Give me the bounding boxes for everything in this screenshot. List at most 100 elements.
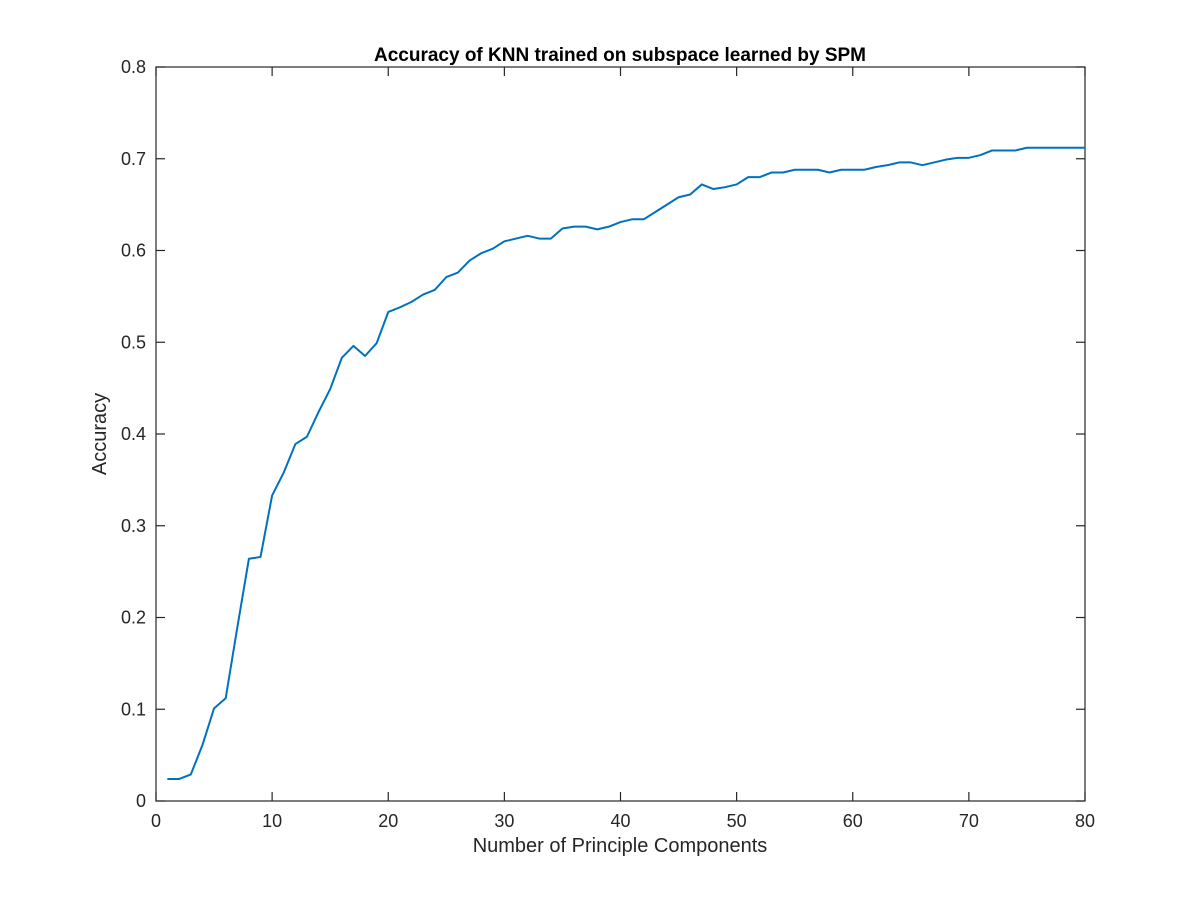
data-point [213,707,215,709]
data-point [991,149,993,152]
data-point [921,164,924,166]
x-tick-label: 80 [1075,811,1095,831]
data-point [770,171,773,174]
data-point [225,697,227,699]
data-point [956,157,958,159]
data-point [434,289,436,291]
data-point [387,311,389,313]
data-point [863,169,865,171]
data-point [445,276,447,278]
data-point [1061,147,1063,149]
data-point [503,240,505,242]
data-point [515,237,517,240]
data-point [898,161,900,164]
data-point [573,226,575,228]
data-point [306,436,308,438]
x-tick-label: 20 [378,811,398,831]
data-point [689,193,691,196]
data-point [619,221,622,223]
data-point [724,186,726,188]
x-tick-label: 60 [843,811,863,831]
data-point [364,355,366,357]
y-tick-label: 0 [136,791,146,811]
data-point [979,154,982,156]
data-point [968,157,970,159]
data-point [283,471,285,474]
data-point [666,204,668,206]
data-point [1037,147,1040,149]
data-point [236,626,238,629]
data-point [654,211,656,213]
data-point [828,171,831,174]
data-point [190,773,192,775]
data-point [248,558,250,560]
data-point [910,161,912,164]
data-point [352,345,355,347]
data-point [596,228,598,230]
x-tick-label: 50 [727,811,747,831]
data-point [677,196,680,198]
data-point [410,301,413,303]
data-point [875,166,877,168]
series-line [167,146,1085,780]
x-tick-label: 40 [610,811,630,831]
x-tick-label: 70 [959,811,979,831]
data-point [492,248,494,250]
data-point [201,744,204,746]
data-point [341,357,343,359]
data-point [817,169,819,171]
data-point [747,176,749,178]
data-point [271,494,273,497]
data-point [376,342,378,344]
data-point [259,556,262,558]
y-tick-label: 0.3 [121,516,146,536]
data-point [1072,147,1074,149]
y-tick-label: 0.7 [121,149,146,169]
data-point [1084,147,1086,149]
data-point [585,226,587,228]
data-point [329,388,331,390]
data-point [167,778,169,780]
data-point [608,226,610,228]
data-point [840,169,842,171]
data-point [701,183,703,186]
data-point [945,159,947,161]
data-point [631,218,633,220]
data-point [527,235,529,237]
y-tick-label: 0.8 [121,57,146,77]
y-axis-label: Accuracy [89,393,111,475]
chart-title: Accuracy of KNN trained on subspace lear… [374,45,866,66]
x-tick-label: 10 [262,811,282,831]
data-point [933,161,935,164]
y-tick-label: 0.1 [121,699,146,719]
x-tick-label: 30 [494,811,514,831]
data-point [457,271,459,274]
data-point [480,252,482,254]
data-point [794,169,796,171]
y-tick-label: 0.5 [121,332,146,352]
data-point [178,778,180,780]
data-point [643,218,645,220]
x-tick-label: 0 [151,811,161,831]
data-point [294,443,296,445]
data-point [736,183,738,186]
data-point [712,188,715,190]
data-point [886,164,889,166]
data-point [468,259,471,262]
data-point [852,169,854,171]
data-point [759,176,761,178]
data-point [782,171,784,174]
y-axis-ticks: 0 0.1 0.2 0.3 0.4 0.5 0.6 0.7 0.8 [121,57,1085,811]
data-point [805,169,807,171]
y-tick-label: 0.6 [121,241,146,261]
y-tick-label: 0.2 [121,608,146,628]
x-axis-ticks: 0 10 20 30 40 50 60 70 80 [151,67,1095,831]
data-point [1049,147,1051,149]
y-tick-label: 0.4 [121,424,146,444]
data-point [550,237,552,240]
data-point [538,237,540,240]
data-point [1014,149,1016,152]
